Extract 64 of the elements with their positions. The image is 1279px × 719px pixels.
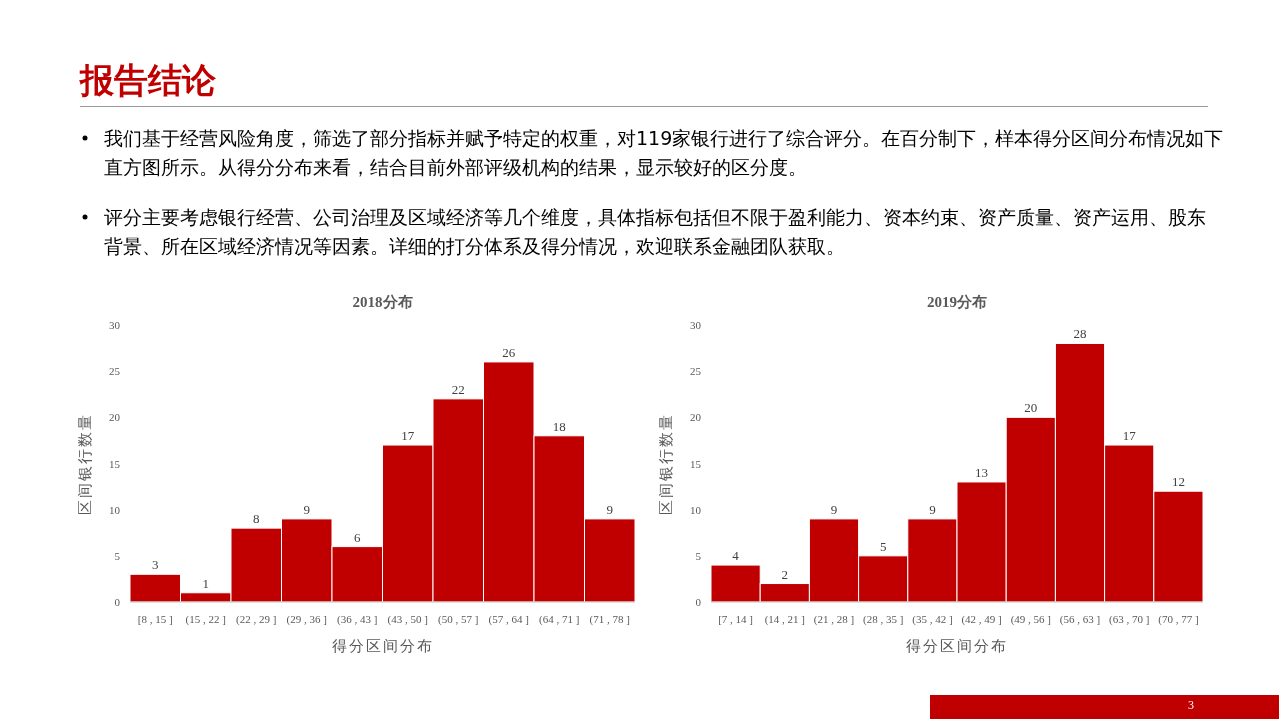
x-tick-label: [8 , 15 ] [137,613,173,625]
x-tick-label: (36 , 43 ] [337,613,378,626]
x-tick-label: (22 , 29 ] [236,613,277,626]
data-label: 4 [732,548,740,564]
y-tick-label: 25 [109,365,121,378]
y-tick-label: 20 [109,411,121,424]
data-label: 17 [401,428,415,444]
data-label: 3 [152,557,159,573]
text: 我们基于经营风险角度，筛选了部分指标并赋予特定的权重，对119家银行进行了综合评分。在百分制下，样本得分区间分布情况如下直方图所示。从得分分布来看，结合目前外部评级机构的结果，显示较好的区分度。 [103,126,1224,180]
data-label: 2 [781,566,789,582]
x-tick-label: (70 , 77 ] [1158,613,1199,626]
chart-title: 2019分布 [927,294,987,310]
x-tick-label: (15 , 22 ] [185,613,226,626]
x-tick-label: (35 , 42 ] [912,613,953,626]
x-tick-label: (42 , 49 ] [961,613,1002,626]
chart-title: 2018分布 [352,294,413,310]
y-tick-label: 30 [109,319,121,331]
y-tick-label: 10 [690,503,702,516]
y-tick-label: 5 [695,549,702,562]
y-tick-label: 0 [695,596,702,608]
data-label: 9 [303,501,310,517]
x-axis-title: 得分区间分布 [331,637,434,655]
data-label: 13 [975,464,989,480]
data-label: 17 [1122,428,1137,444]
data-label: 6 [354,529,361,545]
x-tick-label: (21 , 28 ] [813,613,855,626]
x-tick-label: [7 , 14 ] [718,613,754,625]
x-tick-label: (56 , 63 ] [1059,613,1101,626]
x-tick-label: (71 , 78 ] [589,613,630,626]
x-axis-title: 得分区间分布 [906,637,1008,655]
x-tick-label: (14 , 21 ] [764,613,805,626]
x-tick-label: (43 , 50 ] [387,613,428,626]
data-label: 20 [1024,400,1038,416]
data-label: 26 [502,344,516,360]
data-label: 9 [606,501,613,517]
y-tick-label: 5 [114,549,121,562]
data-label: 9 [830,501,838,517]
data-label: 5 [879,538,887,554]
y-axis-title: 区间银行数量 [76,412,94,515]
text: 3 [1188,698,1194,713]
data-label: 8 [253,511,260,527]
x-tick-label: (28 , 35 ] [863,613,904,626]
y-tick-label: 15 [109,457,121,470]
x-tick-label: (50 , 57 ] [438,613,479,626]
y-tick-label: 30 [690,319,702,331]
data-label: 18 [552,418,566,434]
data-label: 12 [1171,474,1185,490]
data-label: 22 [451,381,465,397]
y-tick-label: 15 [690,457,702,470]
data-label: 9 [929,501,936,517]
x-tick-label: (49 , 56 ] [1010,613,1051,626]
x-tick-label: (64 , 71 ] [539,613,580,626]
data-label: 1 [202,575,209,591]
data-label: 28 [1073,326,1087,342]
y-tick-label: 10 [109,503,121,516]
x-tick-label: (57 , 64 ] [488,613,529,626]
text: 报告结论 [80,59,216,102]
y-axis-title: 区间银行数量 [657,412,675,515]
y-tick-label: 0 [114,596,121,608]
y-tick-label: 20 [690,411,702,424]
x-tick-label: (63 , 70 ] [1109,613,1150,626]
y-tick-label: 25 [690,365,702,378]
text: 评分主要考虑银行经营、公司治理及区域经济等几个维度，具体指标包括但不限于盈利能力、资本约束、资产质量、资产运用、股东背景、所在区域经济情况等因素。详细的打分体系及得分情况，欢迎联系金融团队获取。 [103,205,1207,259]
x-tick-label: (29 , 36 ] [286,613,327,626]
